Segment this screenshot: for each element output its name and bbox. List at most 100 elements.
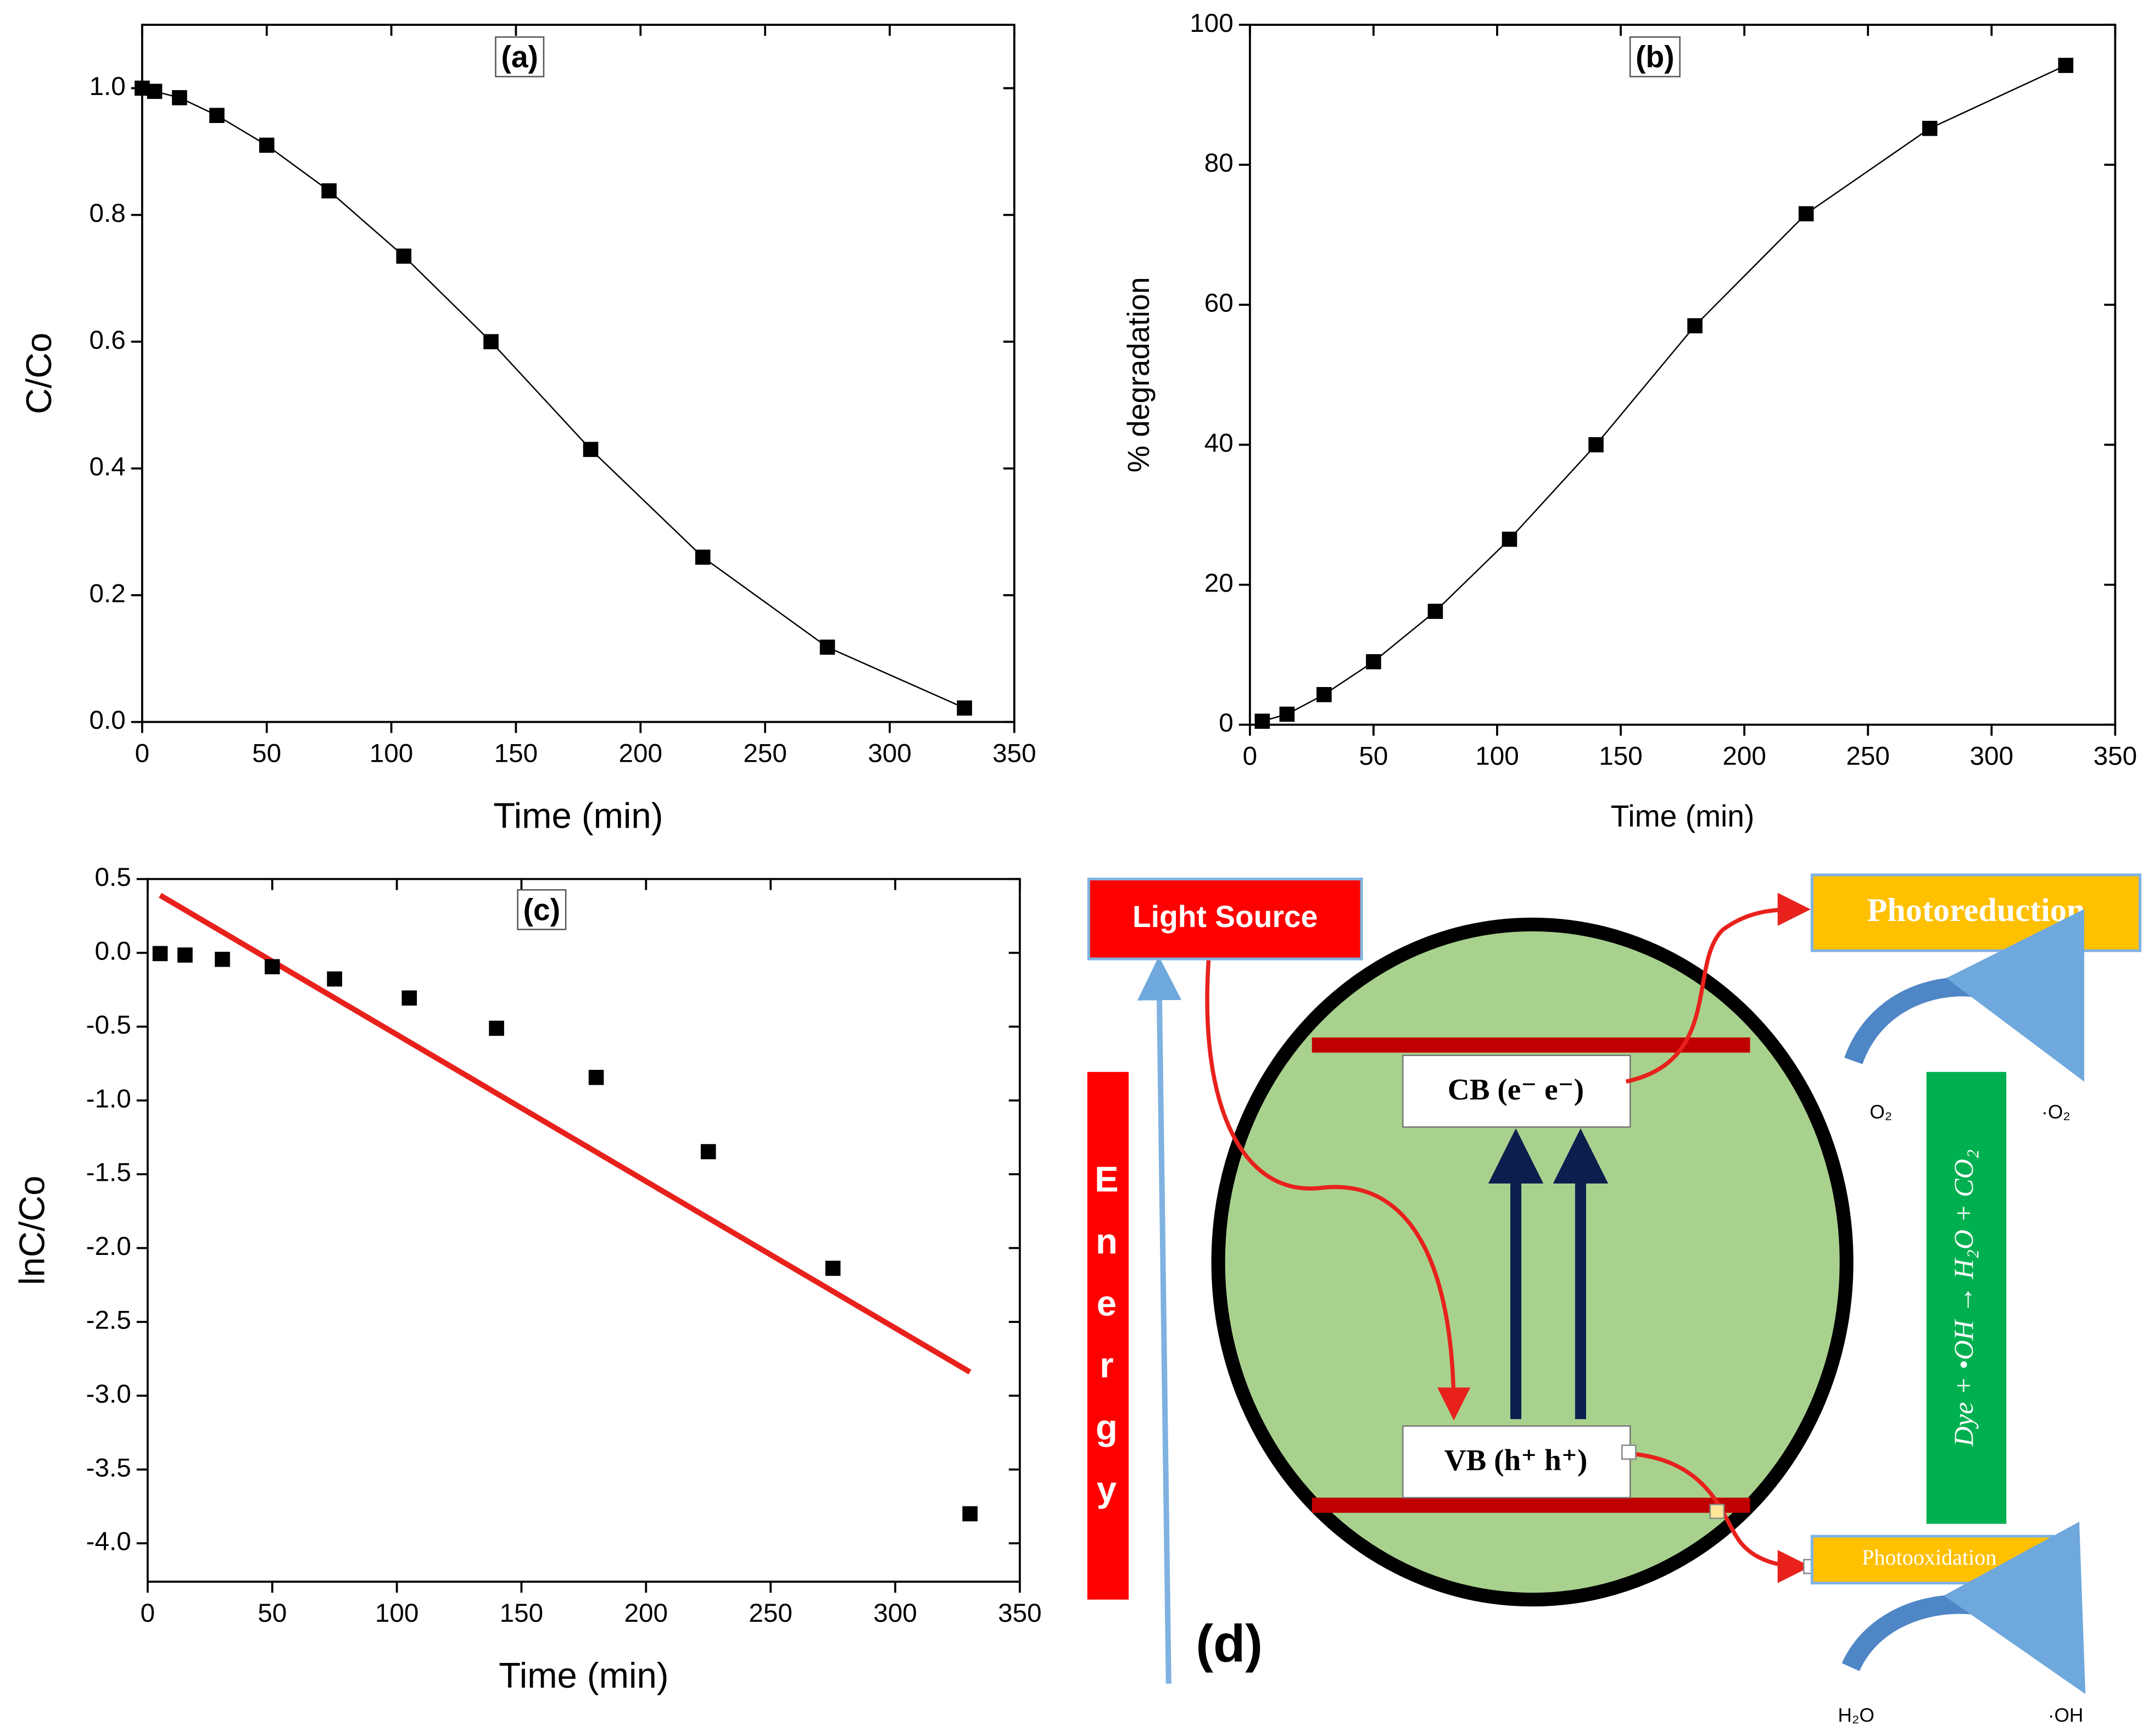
x-tick-label: 250	[1846, 741, 1890, 771]
x-tick-label: 200	[619, 739, 663, 768]
marker	[321, 183, 337, 199]
x-tick-label: 100	[370, 739, 414, 768]
energy-box	[1087, 1071, 1129, 1600]
data-line	[142, 87, 965, 709]
energy-arrow	[1137, 956, 1182, 1684]
plot-frame	[141, 24, 1015, 723]
photoreduction-label: Photoreduction	[1867, 892, 2085, 929]
reaction-box	[1926, 1071, 2007, 1524]
y-tick-label: 0	[1219, 708, 1234, 738]
y-tick-label: 1.0	[89, 72, 125, 101]
x-tick-label: 0	[1243, 741, 1258, 771]
x-tick-label: 300	[873, 1599, 917, 1628]
oxidation-arrow	[1841, 1521, 2086, 1694]
panel-label-box	[495, 36, 545, 77]
y-axis-label: C/Co	[19, 333, 59, 415]
marker	[177, 947, 193, 963]
node	[1709, 1504, 1725, 1519]
x-tick-label: 100	[375, 1599, 419, 1628]
y-tick-label: -1.0	[86, 1084, 131, 1113]
y-tick-label: -2.0	[86, 1232, 131, 1261]
vb-box	[1402, 1425, 1631, 1499]
particle	[1211, 917, 1854, 1607]
marker	[1588, 437, 1604, 453]
x-tick-label: 300	[1970, 741, 2014, 771]
marker	[700, 1144, 716, 1159]
plot-frame	[1248, 24, 2117, 726]
y-tick-label: 60	[1204, 289, 1234, 318]
marker	[172, 90, 187, 105]
panel-label-box	[1629, 36, 1681, 77]
data-line	[1262, 64, 2066, 722]
reaction-label: Dye + •OH → H₂O + CO₂	[1948, 1149, 1979, 1447]
x-tick-label: 0	[135, 739, 150, 768]
y-tick-label: -4.0	[86, 1527, 131, 1556]
y-tick-label: 0.2	[89, 579, 125, 608]
y-tick-label: 40	[1204, 428, 1234, 457]
x-tick-label: 350	[998, 1599, 1042, 1628]
y-tick-label: 80	[1204, 149, 1234, 178]
marker	[819, 639, 835, 655]
x-tick-label: 250	[749, 1599, 793, 1628]
cb-box	[1402, 1054, 1631, 1128]
y-axis-label: lnC/Co	[12, 1176, 52, 1285]
electron-path	[1625, 892, 1811, 1084]
x-tick-label: 50	[1359, 741, 1388, 771]
marker	[152, 946, 168, 962]
marker	[259, 137, 275, 153]
cb-label: CB (e⁻ e⁻)	[1448, 1073, 1584, 1106]
marker	[1254, 713, 1270, 729]
vb-band	[1312, 1497, 1750, 1513]
o2-radical-label: ·O₂	[2041, 1101, 2071, 1123]
y-tick-label: -1.5	[86, 1158, 131, 1187]
marker	[1366, 654, 1381, 669]
marker	[209, 108, 225, 123]
x-tick-label: 50	[258, 1599, 287, 1628]
marker	[583, 442, 599, 457]
y-tick-label: 0.0	[95, 937, 131, 966]
fit-line	[159, 892, 972, 1375]
y-tick-label: 100	[1190, 9, 1234, 38]
light-source-label: Light Source	[1132, 900, 1318, 934]
cb-band	[1312, 1037, 1750, 1053]
x-axis-label: Time (min)	[499, 1655, 668, 1695]
marker	[483, 334, 499, 349]
x-tick-label: 350	[2094, 741, 2138, 771]
y-tick-label: 0.6	[89, 326, 125, 355]
marker	[1922, 120, 1938, 136]
marker	[489, 1020, 504, 1036]
marker	[215, 951, 230, 967]
y-tick-label: 0.0	[89, 706, 125, 735]
y-tick-label: -2.5	[86, 1306, 131, 1335]
marker	[1316, 686, 1332, 702]
marker	[695, 549, 711, 565]
x-axis-label: Time (min)	[1611, 799, 1755, 833]
light-path	[1205, 960, 1471, 1421]
x-tick-label: 350	[992, 739, 1036, 768]
marker	[2058, 58, 2074, 73]
vb-label: VB (h⁺ h⁺)	[1444, 1443, 1588, 1477]
panel-label: (d)	[1196, 1615, 1263, 1673]
x-tick-label: 200	[624, 1599, 668, 1628]
panel-label-box	[517, 889, 567, 930]
marker	[1687, 318, 1703, 333]
marker	[1502, 532, 1517, 547]
marker	[327, 971, 342, 987]
hole-path	[1630, 1451, 1811, 1583]
photooxidation-label: Photooxidation	[1862, 1545, 1996, 1570]
x-tick-label: 300	[868, 739, 912, 768]
marker	[147, 83, 163, 99]
x-tick-label: 50	[252, 739, 281, 768]
marker	[962, 1506, 978, 1522]
x-tick-label: 150	[500, 1599, 544, 1628]
o2-label: O₂	[1870, 1101, 1892, 1123]
light-source-box	[1087, 878, 1363, 961]
y-axis-label: % degradation	[1121, 277, 1156, 472]
x-tick-label: 150	[494, 739, 538, 768]
x-axis-label: Time (min)	[493, 795, 663, 835]
marker	[401, 990, 417, 1006]
x-tick-label: 200	[1722, 741, 1766, 771]
